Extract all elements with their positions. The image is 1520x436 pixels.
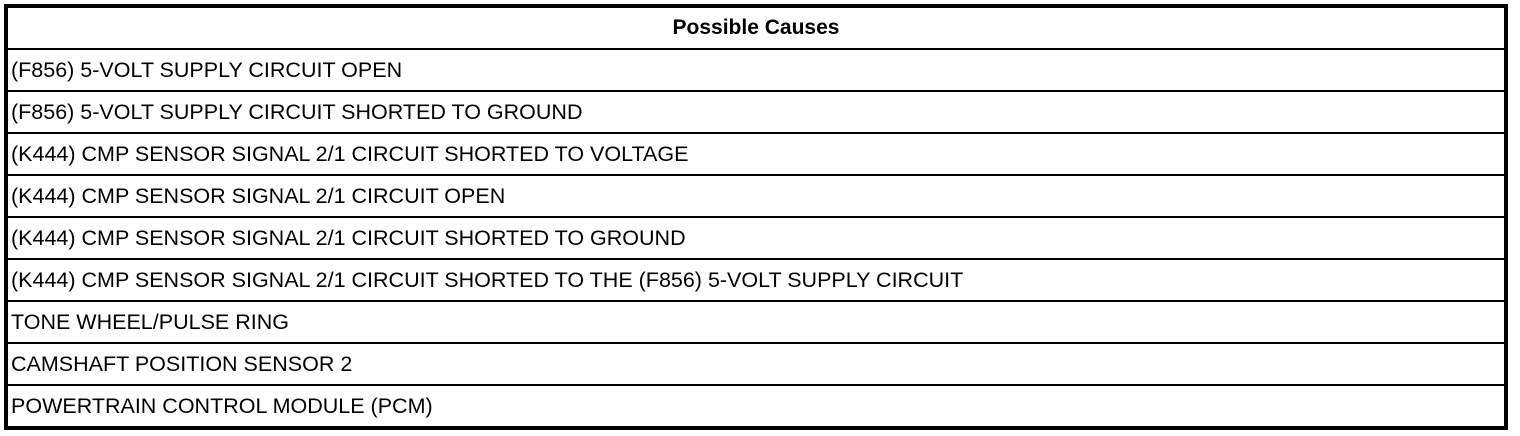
cause-cell: TONE WHEEL/PULSE RING: [6, 300, 1506, 343]
cause-cell: CAMSHAFT POSITION SENSOR 2: [6, 342, 1506, 385]
possible-causes-table: Possible Causes (F856) 5-VOLT SUPPLY CIR…: [4, 4, 1508, 430]
cause-cell: (K444) CMP SENSOR SIGNAL 2/1 CIRCUIT SHO…: [6, 258, 1506, 301]
cause-cell: (K444) CMP SENSOR SIGNAL 2/1 CIRCUIT OPE…: [6, 174, 1506, 217]
table-row: (F856) 5-VOLT SUPPLY CIRCUIT SHORTED TO …: [6, 90, 1506, 133]
cause-cell: (K444) CMP SENSOR SIGNAL 2/1 CIRCUIT SHO…: [6, 132, 1506, 175]
table-row: (K444) CMP SENSOR SIGNAL 2/1 CIRCUIT SHO…: [6, 132, 1506, 175]
table-row: TONE WHEEL/PULSE RING: [6, 300, 1506, 343]
header-row: Possible Causes: [6, 6, 1506, 50]
cause-cell: (F856) 5-VOLT SUPPLY CIRCUIT OPEN: [6, 48, 1506, 91]
table-row: (K444) CMP SENSOR SIGNAL 2/1 CIRCUIT SHO…: [6, 216, 1506, 259]
cause-cell: (F856) 5-VOLT SUPPLY CIRCUIT SHORTED TO …: [6, 90, 1506, 133]
table-row: (F856) 5-VOLT SUPPLY CIRCUIT OPEN: [6, 48, 1506, 91]
table-row: (K444) CMP SENSOR SIGNAL 2/1 CIRCUIT OPE…: [6, 174, 1506, 217]
cause-cell: POWERTRAIN CONTROL MODULE (PCM): [6, 384, 1506, 428]
table-row: (K444) CMP SENSOR SIGNAL 2/1 CIRCUIT SHO…: [6, 258, 1506, 301]
column-header: Possible Causes: [6, 6, 1506, 50]
cause-cell: (K444) CMP SENSOR SIGNAL 2/1 CIRCUIT SHO…: [6, 216, 1506, 259]
table-row: POWERTRAIN CONTROL MODULE (PCM): [6, 384, 1506, 428]
table-row: CAMSHAFT POSITION SENSOR 2: [6, 342, 1506, 385]
